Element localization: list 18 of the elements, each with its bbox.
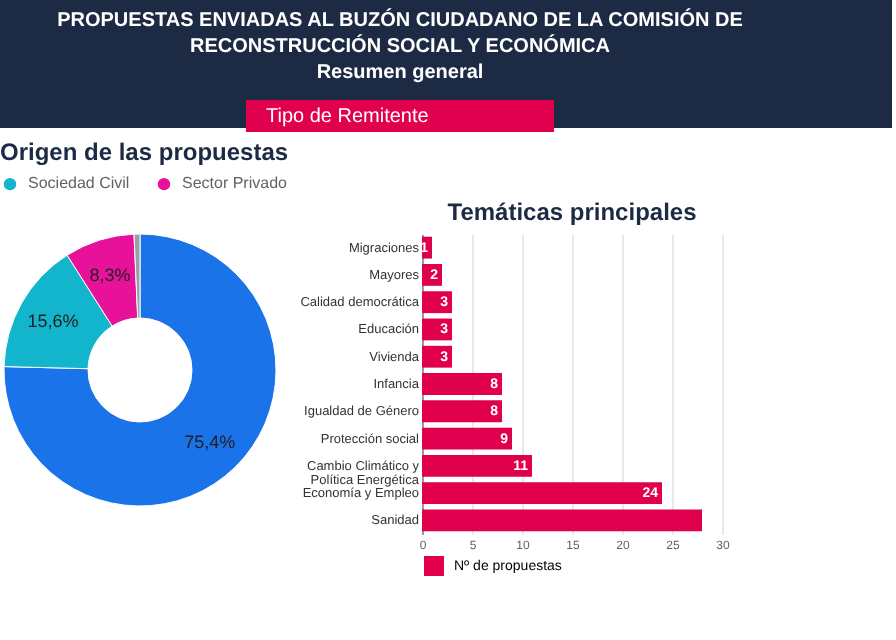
data-label: 15,6% xyxy=(27,310,79,331)
bar xyxy=(422,509,702,532)
bar xyxy=(422,373,502,395)
bar xyxy=(422,482,662,504)
text: PROPUESTAS ENVIADAS AL BUZÓN CIUDADANO DE LA COMISIÓN DE RECONSTRUCCIÓN SOCIAL Y ECONÓMICA xyxy=(57,8,744,58)
data-label: 8,3% xyxy=(89,264,131,285)
chart-title: Temáticas principales xyxy=(447,198,698,226)
bar xyxy=(422,400,502,423)
legend-label: Sociedad Civil xyxy=(28,174,130,193)
bar xyxy=(422,345,452,368)
bar xyxy=(422,291,452,314)
data-label: 75,4% xyxy=(184,431,236,452)
bar xyxy=(422,427,512,450)
chart-title: Origen de las propuestas xyxy=(0,138,289,166)
text: Tipo de Remitente xyxy=(266,106,430,128)
text: Resumen general xyxy=(316,62,484,84)
legend-label: Sector Privado xyxy=(182,174,289,193)
bar xyxy=(422,454,532,477)
